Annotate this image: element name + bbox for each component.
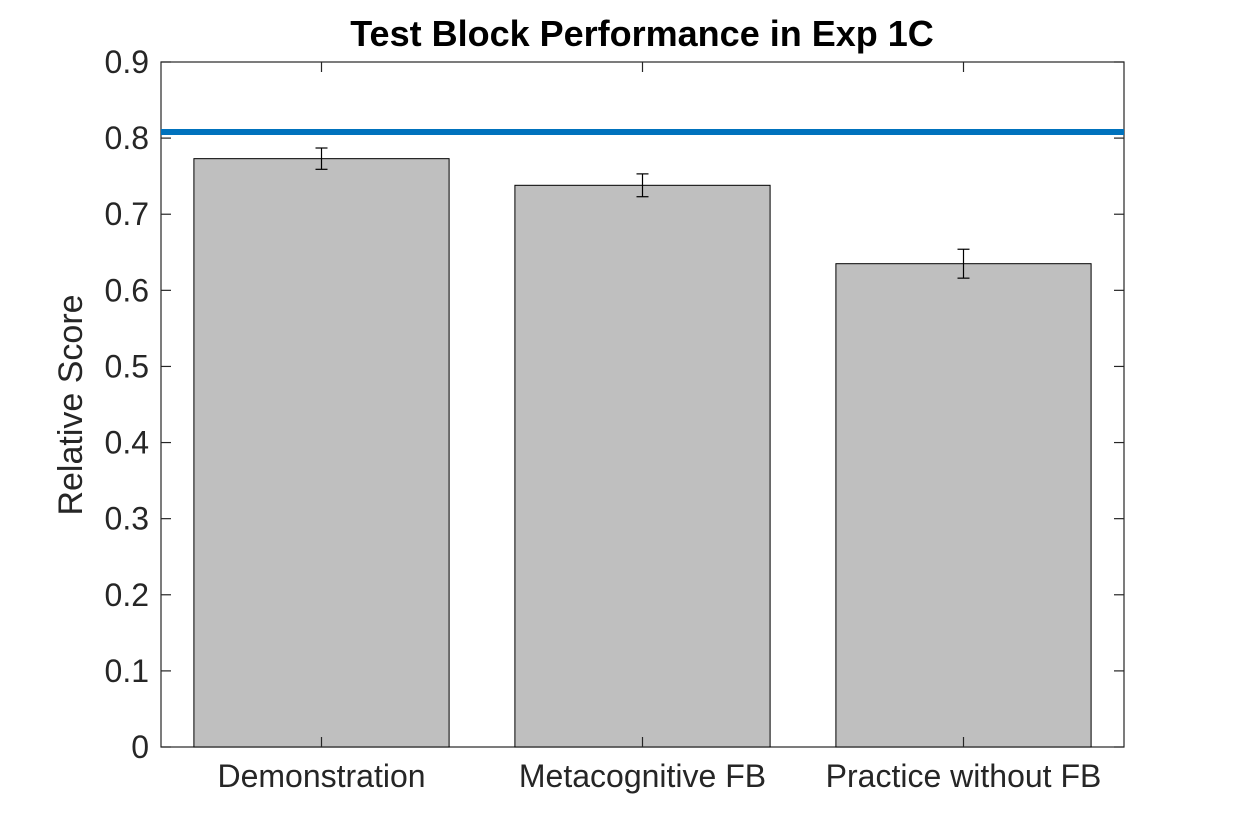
y-tick-label: 0.2 [105,577,149,613]
bar [514,184,771,748]
chart-title: Test Block Performance in Exp 1C [350,13,934,54]
y-tick-label: 0.6 [105,272,149,308]
bar [835,263,1092,748]
y-tick-label: 0.9 [105,44,149,80]
y-tick-label: 0.4 [105,425,149,461]
y-axis-label: Relative Score [52,294,90,515]
y-tick-label: 0.1 [105,653,149,689]
y-tick-label: 0.8 [105,120,149,156]
y-tick-label: 0.7 [105,196,149,232]
bar [193,158,450,748]
x-tick-label: Demonstration [217,758,425,794]
x-tick-label: Metacognitive FB [519,758,766,794]
y-tick-label: 0.3 [105,501,149,537]
y-tick-label: 0.5 [105,348,149,384]
y-tick-label: 0 [131,729,149,765]
x-tick-label: Practice without FB [826,758,1102,794]
plot-area: 0 0.1 0.2 0.3 0.4 0.5 0.6 0.7 0.8 0.9 Demonstratio… [105,44,1125,794]
